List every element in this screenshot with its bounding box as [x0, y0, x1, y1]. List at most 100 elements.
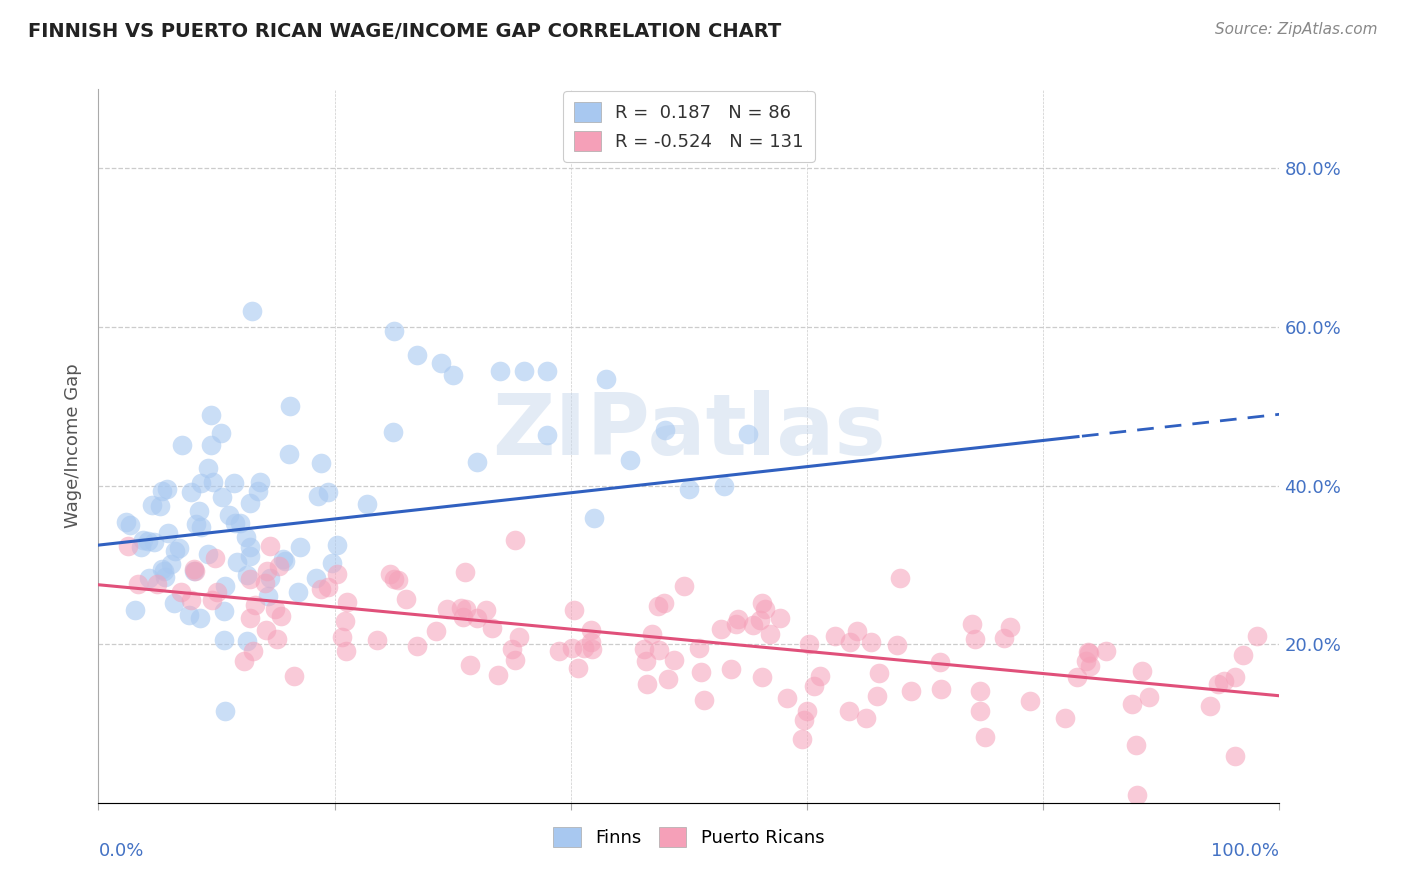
Point — [1078, 658, 1101, 673]
Point — [384, 572, 406, 586]
Point — [184, 564, 207, 578]
Point — [183, 562, 205, 576]
Point — [224, 516, 246, 531]
Point — [824, 629, 846, 643]
Point — [387, 573, 409, 587]
Point — [547, 644, 569, 658]
Point — [287, 585, 309, 599]
Point — [1066, 670, 1088, 684]
Point — [207, 585, 229, 599]
Point — [751, 597, 773, 611]
Point — [157, 526, 180, 541]
Point — [214, 704, 236, 718]
Point — [1121, 697, 1143, 711]
Text: FINNISH VS PUERTO RICAN WAGE/INCOME GAP CORRELATION CHART: FINNISH VS PUERTO RICAN WAGE/INCOME GAP … — [28, 22, 782, 41]
Point — [141, 498, 163, 512]
Point — [235, 530, 257, 544]
Point — [118, 517, 141, 532]
Point — [180, 484, 202, 499]
Point — [1054, 710, 1077, 724]
Point — [929, 681, 952, 696]
Point — [512, 364, 534, 378]
Point — [866, 689, 889, 703]
Point — [153, 564, 176, 578]
Point — [595, 371, 617, 385]
Point — [270, 609, 292, 624]
Point — [211, 490, 233, 504]
Point — [236, 634, 259, 648]
Point — [759, 626, 782, 640]
Point — [333, 615, 356, 629]
Point — [501, 641, 523, 656]
Point — [793, 713, 815, 727]
Point — [186, 516, 208, 531]
Point — [180, 592, 202, 607]
Point — [242, 643, 264, 657]
Text: 100.0%: 100.0% — [1212, 842, 1279, 860]
Point — [619, 453, 641, 467]
Point — [277, 447, 299, 461]
Point — [503, 653, 526, 667]
Point — [229, 516, 252, 530]
Point — [713, 479, 735, 493]
Point — [799, 637, 821, 651]
Point — [138, 571, 160, 585]
Point — [201, 593, 224, 607]
Point — [246, 483, 269, 498]
Point — [689, 665, 711, 680]
Point — [405, 639, 427, 653]
Point — [266, 632, 288, 646]
Point — [200, 408, 222, 422]
Point — [243, 599, 266, 613]
Point — [239, 572, 262, 586]
Point — [382, 425, 405, 440]
Point — [254, 575, 277, 590]
Point — [567, 661, 589, 675]
Point — [581, 624, 603, 638]
Point — [1246, 629, 1268, 643]
Point — [202, 475, 225, 490]
Point — [150, 483, 173, 498]
Point — [561, 640, 583, 655]
Point — [183, 564, 205, 578]
Point — [240, 304, 263, 318]
Point — [581, 635, 603, 649]
Point — [633, 642, 655, 657]
Point — [395, 592, 418, 607]
Point — [257, 589, 280, 603]
Point — [188, 611, 211, 625]
Point — [838, 635, 860, 649]
Point — [960, 616, 983, 631]
Point — [159, 557, 181, 571]
Point — [366, 633, 388, 648]
Point — [845, 624, 868, 638]
Point — [211, 426, 233, 441]
Point — [236, 567, 259, 582]
Point — [693, 693, 716, 707]
Point — [647, 599, 669, 614]
Point — [190, 475, 212, 490]
Point — [146, 577, 169, 591]
Point — [724, 616, 747, 631]
Point — [654, 423, 676, 437]
Point — [751, 670, 773, 684]
Point — [574, 641, 596, 656]
Point — [969, 683, 991, 698]
Point — [150, 562, 173, 576]
Point — [214, 579, 236, 593]
Point — [256, 565, 278, 579]
Y-axis label: Wage/Income Gap: Wage/Income Gap — [65, 364, 83, 528]
Point — [868, 665, 890, 680]
Point — [382, 324, 405, 338]
Point — [239, 496, 262, 510]
Point — [283, 669, 305, 683]
Text: 0.0%: 0.0% — [98, 842, 143, 860]
Point — [1130, 664, 1153, 678]
Point — [855, 710, 877, 724]
Point — [662, 653, 685, 667]
Point — [311, 456, 333, 470]
Point — [467, 455, 489, 469]
Point — [769, 611, 792, 625]
Text: Source: ZipAtlas.com: Source: ZipAtlas.com — [1215, 22, 1378, 37]
Point — [224, 475, 246, 490]
